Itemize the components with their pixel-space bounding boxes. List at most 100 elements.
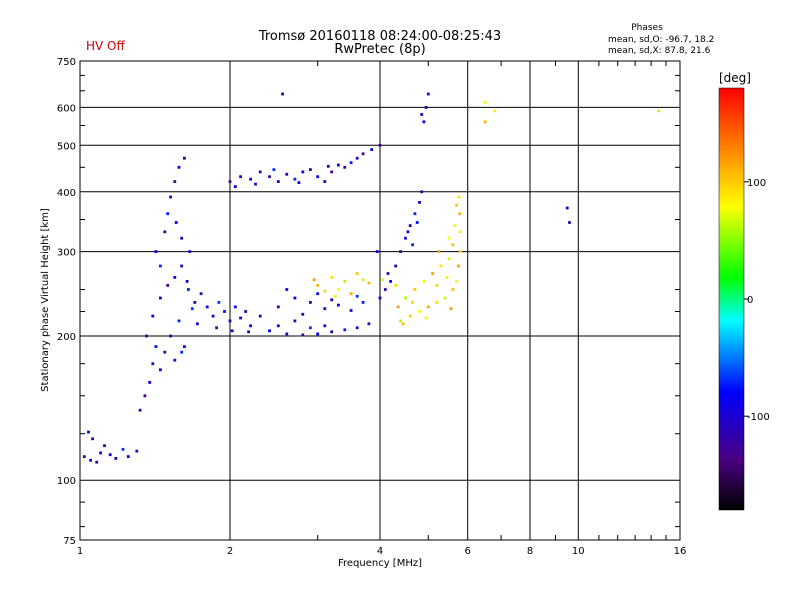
stats-line-x: mean, sd,X: 87.8, 21.6 [608, 46, 711, 56]
data-point [228, 180, 232, 183]
data-point [148, 381, 152, 384]
data-point [330, 276, 334, 279]
data-point [323, 289, 327, 293]
data-point [154, 345, 158, 348]
data-point [426, 305, 430, 309]
data-point [411, 301, 414, 304]
data-point [355, 156, 359, 160]
data-point [323, 324, 327, 328]
data-point [447, 257, 451, 261]
data-point [108, 453, 112, 457]
data-point [326, 164, 330, 168]
data-point [399, 250, 402, 253]
data-point [103, 444, 106, 448]
data-point [180, 264, 184, 268]
data-point [268, 329, 271, 333]
data-point [415, 221, 419, 224]
y-tick-label: 750 [57, 57, 76, 68]
data-point [355, 272, 359, 275]
data-point [159, 368, 162, 372]
data-point [183, 156, 186, 160]
data-point [228, 319, 232, 323]
data-point [401, 322, 405, 326]
data-point [431, 272, 434, 275]
data-point [449, 307, 453, 311]
data-point [143, 394, 147, 398]
data-point [276, 305, 280, 309]
data-point [199, 292, 203, 296]
data-point [205, 305, 209, 309]
data-point [323, 180, 327, 183]
data-point [378, 143, 382, 147]
data-point [349, 309, 353, 312]
data-point [312, 278, 316, 282]
data-point [151, 314, 155, 318]
data-point [247, 330, 250, 334]
x-tick-label: 1 [77, 546, 83, 557]
colorbar-label: [deg] [719, 71, 751, 85]
y-axis-ticks: 75 100 200 300 400 500 600 750 [57, 57, 680, 547]
y-tick-label: 100 [57, 476, 76, 487]
data-point [411, 243, 414, 247]
data-point [420, 113, 424, 116]
colorbar-ticks: -100 0 100 [744, 178, 770, 423]
data-point [367, 322, 371, 326]
data-point [230, 329, 234, 333]
data-point [349, 161, 353, 165]
y-tick-label: 400 [57, 188, 76, 199]
data-point [457, 264, 460, 268]
data-point [367, 281, 371, 285]
data-point [418, 201, 421, 204]
data-point [483, 100, 487, 104]
data-point [435, 301, 439, 304]
data-point [565, 206, 569, 210]
data-point [408, 314, 412, 318]
x-tick-label: 6 [465, 546, 471, 557]
data-point [453, 224, 457, 227]
data-point [180, 350, 184, 354]
data-point [180, 236, 184, 240]
data-point [173, 358, 177, 362]
data-point [355, 326, 359, 330]
data-point [135, 449, 139, 453]
data-point [657, 109, 661, 113]
data-point [233, 185, 237, 188]
data-point [316, 175, 320, 179]
y-tick-label: 300 [57, 248, 76, 259]
colorbar-tick-label: -100 [747, 412, 770, 423]
data-point [437, 250, 441, 253]
data-point [389, 280, 392, 283]
data-point [258, 170, 262, 174]
data-point [435, 284, 439, 287]
data-point [455, 203, 458, 207]
x-tick-label: 16 [674, 546, 687, 557]
data-point [422, 120, 426, 124]
data-point [447, 236, 451, 240]
data-point [483, 120, 487, 124]
y-tick-label: 500 [57, 141, 76, 152]
data-point [396, 305, 400, 309]
data-point [169, 195, 172, 199]
data-point [285, 332, 289, 336]
data-point [451, 288, 455, 291]
data-point [493, 109, 497, 113]
colorbar-tick-label: 0 [747, 295, 753, 306]
data-point [293, 296, 297, 300]
data-point [399, 319, 402, 323]
data-point [196, 322, 199, 326]
x-tick-label: 2 [227, 546, 233, 557]
data-point [244, 310, 248, 313]
data-point [223, 310, 226, 313]
data-point [316, 292, 320, 296]
data-point [126, 455, 130, 458]
data-point [173, 276, 177, 279]
data-point [163, 230, 167, 234]
data-point [568, 221, 571, 224]
data-point [193, 301, 197, 304]
y-tick-label: 200 [57, 332, 76, 343]
data-point [349, 292, 353, 296]
stats-line-o: mean, sd,O: -96.7, 18.2 [608, 35, 714, 45]
data-point [276, 324, 280, 328]
data-point [337, 303, 340, 307]
